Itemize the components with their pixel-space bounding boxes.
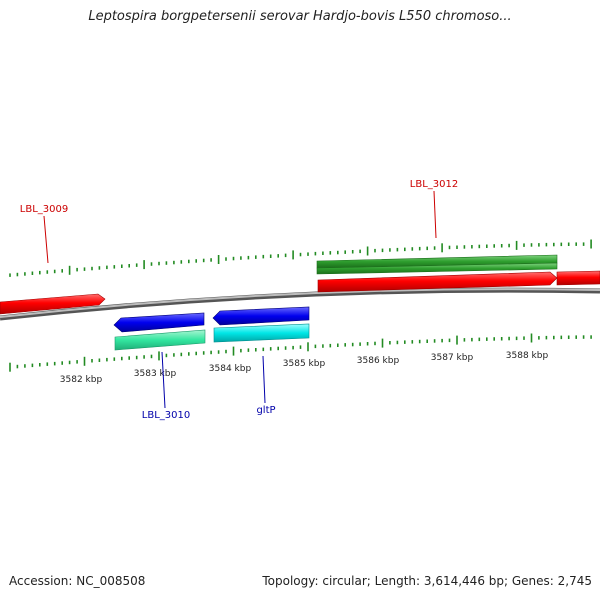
ruler-label: 3588 kbp (506, 351, 549, 361)
ruler-labels: 3582 kbp 3583 kbp 3584 kbp 3585 kbp 3586… (60, 351, 549, 385)
label-leader-LBL_3010 (161, 351, 166, 409)
ruler-label: 3586 kbp (357, 356, 400, 366)
gene-next-forward[interactable] (556, 270, 600, 286)
ruler-label: 3583 kbp (134, 369, 177, 379)
gene-label-LBL_3012[interactable]: LBL_3012 (410, 179, 458, 190)
gene-LBL_3009[interactable] (0, 293, 106, 315)
gene-label-LBL_3010[interactable]: LBL_3010 (142, 410, 190, 421)
chromosome-backbone (0, 287, 600, 321)
accession-text: Accession: NC_008508 (9, 574, 146, 588)
ruler-label: 3585 kbp (283, 359, 326, 369)
genome-summary-text: Topology: circular; Length: 3,614,446 bp… (262, 574, 592, 588)
cds-gltP[interactable] (213, 323, 310, 343)
ruler-label: 3582 kbp (60, 375, 103, 385)
cds-LBL_3012-b[interactable] (316, 262, 558, 275)
inner-tick-ring (9, 333, 592, 372)
outer-tick-ring (9, 239, 592, 277)
label-leader-gltP (262, 355, 266, 404)
ruler-label: 3587 kbp (431, 353, 474, 363)
gene-LBL_3012[interactable] (317, 271, 558, 293)
map-title: Leptospira borgpetersenii serovar Hardjo… (88, 9, 512, 24)
label-leader-LBL_3012 (433, 190, 437, 239)
chromosome-backbone-highlight (0, 288, 600, 318)
gene-LBL_3010[interactable] (113, 312, 205, 333)
gene-label-gltP[interactable]: gltP (256, 405, 275, 416)
gene-gltP[interactable] (212, 306, 310, 326)
ruler-label: 3584 kbp (209, 364, 252, 374)
label-leader-LBL_3009 (43, 215, 49, 264)
gene-label-LBL_3009[interactable]: LBL_3009 (20, 204, 68, 215)
cds-LBL_3010[interactable] (114, 329, 206, 351)
